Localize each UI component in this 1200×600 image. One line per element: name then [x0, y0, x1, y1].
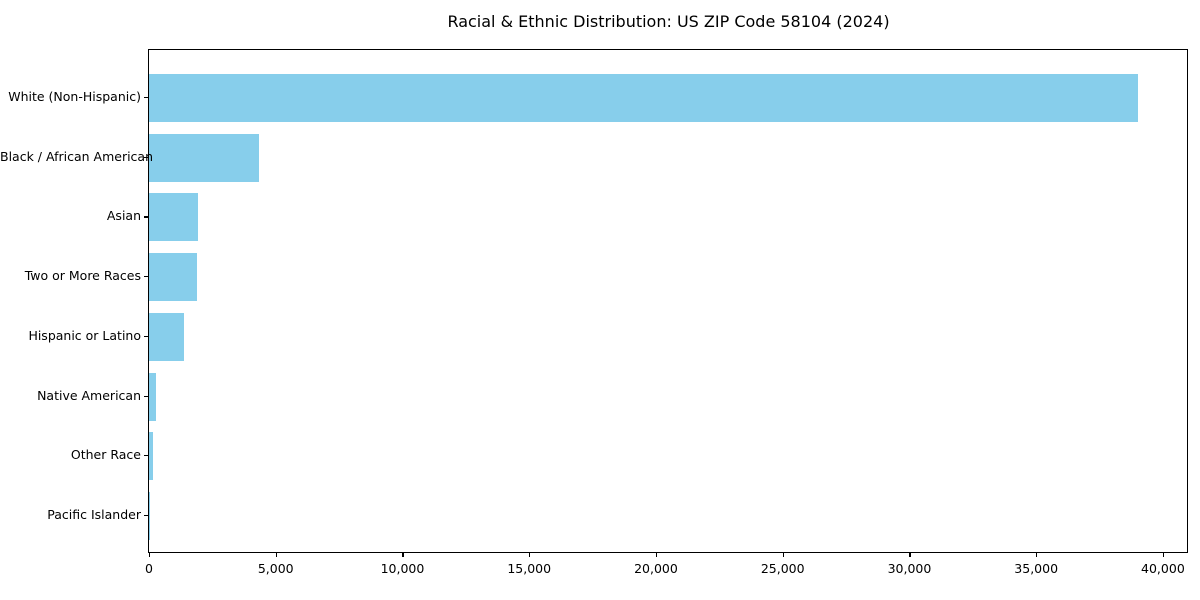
x-tick-mark	[275, 553, 277, 557]
x-tick-label-30000: 30,000	[887, 561, 932, 576]
x-tick-label-10000: 10,000	[380, 561, 425, 576]
x-tick-label-15000: 15,000	[507, 561, 552, 576]
y-tick-mark	[144, 514, 148, 517]
y-tick-label-white-non-hispanic: White (Non-Hispanic)	[8, 89, 141, 104]
y-tick-label-black-african-american: Black / African American	[0, 148, 154, 164]
chart-title: Racial & Ethnic Distribution: US ZIP Cod…	[447, 12, 890, 31]
plot-area	[148, 49, 1188, 553]
x-tick-mark	[1162, 553, 1165, 557]
x-tick-label-40000: 40,000	[1141, 561, 1185, 576]
x-tick-label-0: 0	[145, 561, 153, 576]
y-tick-label-native-american: Native American	[37, 387, 141, 403]
y-tick-label-pacific-islander: Pacific Islander	[47, 506, 141, 522]
x-tick-label-20000: 20,000	[634, 561, 678, 576]
y-tick-label-other-race: Other Race	[70, 447, 141, 463]
bar-asian	[149, 193, 198, 242]
y-tick-mark	[144, 97, 148, 99]
bar-two-or-more-races	[149, 253, 197, 302]
bar-black-african-american	[149, 133, 259, 182]
x-tick-mark	[655, 553, 658, 557]
y-tick-mark	[144, 276, 148, 278]
bar-white-non-hispanic	[149, 74, 1138, 122]
y-tick-mark	[144, 335, 148, 337]
x-tick-label-25000: 25,000	[760, 561, 805, 576]
bar-other-race	[149, 432, 153, 481]
y-tick-label-hispanic-or-latino: Hispanic or Latino	[28, 327, 141, 343]
x-tick-label-35000: 35,000	[1014, 561, 1059, 576]
x-tick-mark	[1036, 553, 1038, 557]
x-tick-mark	[909, 553, 911, 557]
x-tick-label-5000: 5,000	[257, 561, 294, 576]
bar-hispanic-or-latino	[149, 312, 184, 361]
y-tick-mark	[144, 216, 148, 218]
y-tick-mark	[144, 395, 148, 397]
y-tick-mark	[144, 156, 148, 158]
x-tick-mark	[782, 553, 784, 557]
bar-native-american	[149, 372, 156, 421]
x-tick-mark	[529, 553, 531, 557]
x-tick-mark	[402, 553, 404, 557]
y-tick-mark	[144, 455, 148, 457]
y-tick-label-two-or-more-races: Two or More Races	[24, 268, 141, 284]
x-tick-mark	[149, 553, 151, 557]
y-tick-label-asian: Asian	[106, 208, 141, 224]
